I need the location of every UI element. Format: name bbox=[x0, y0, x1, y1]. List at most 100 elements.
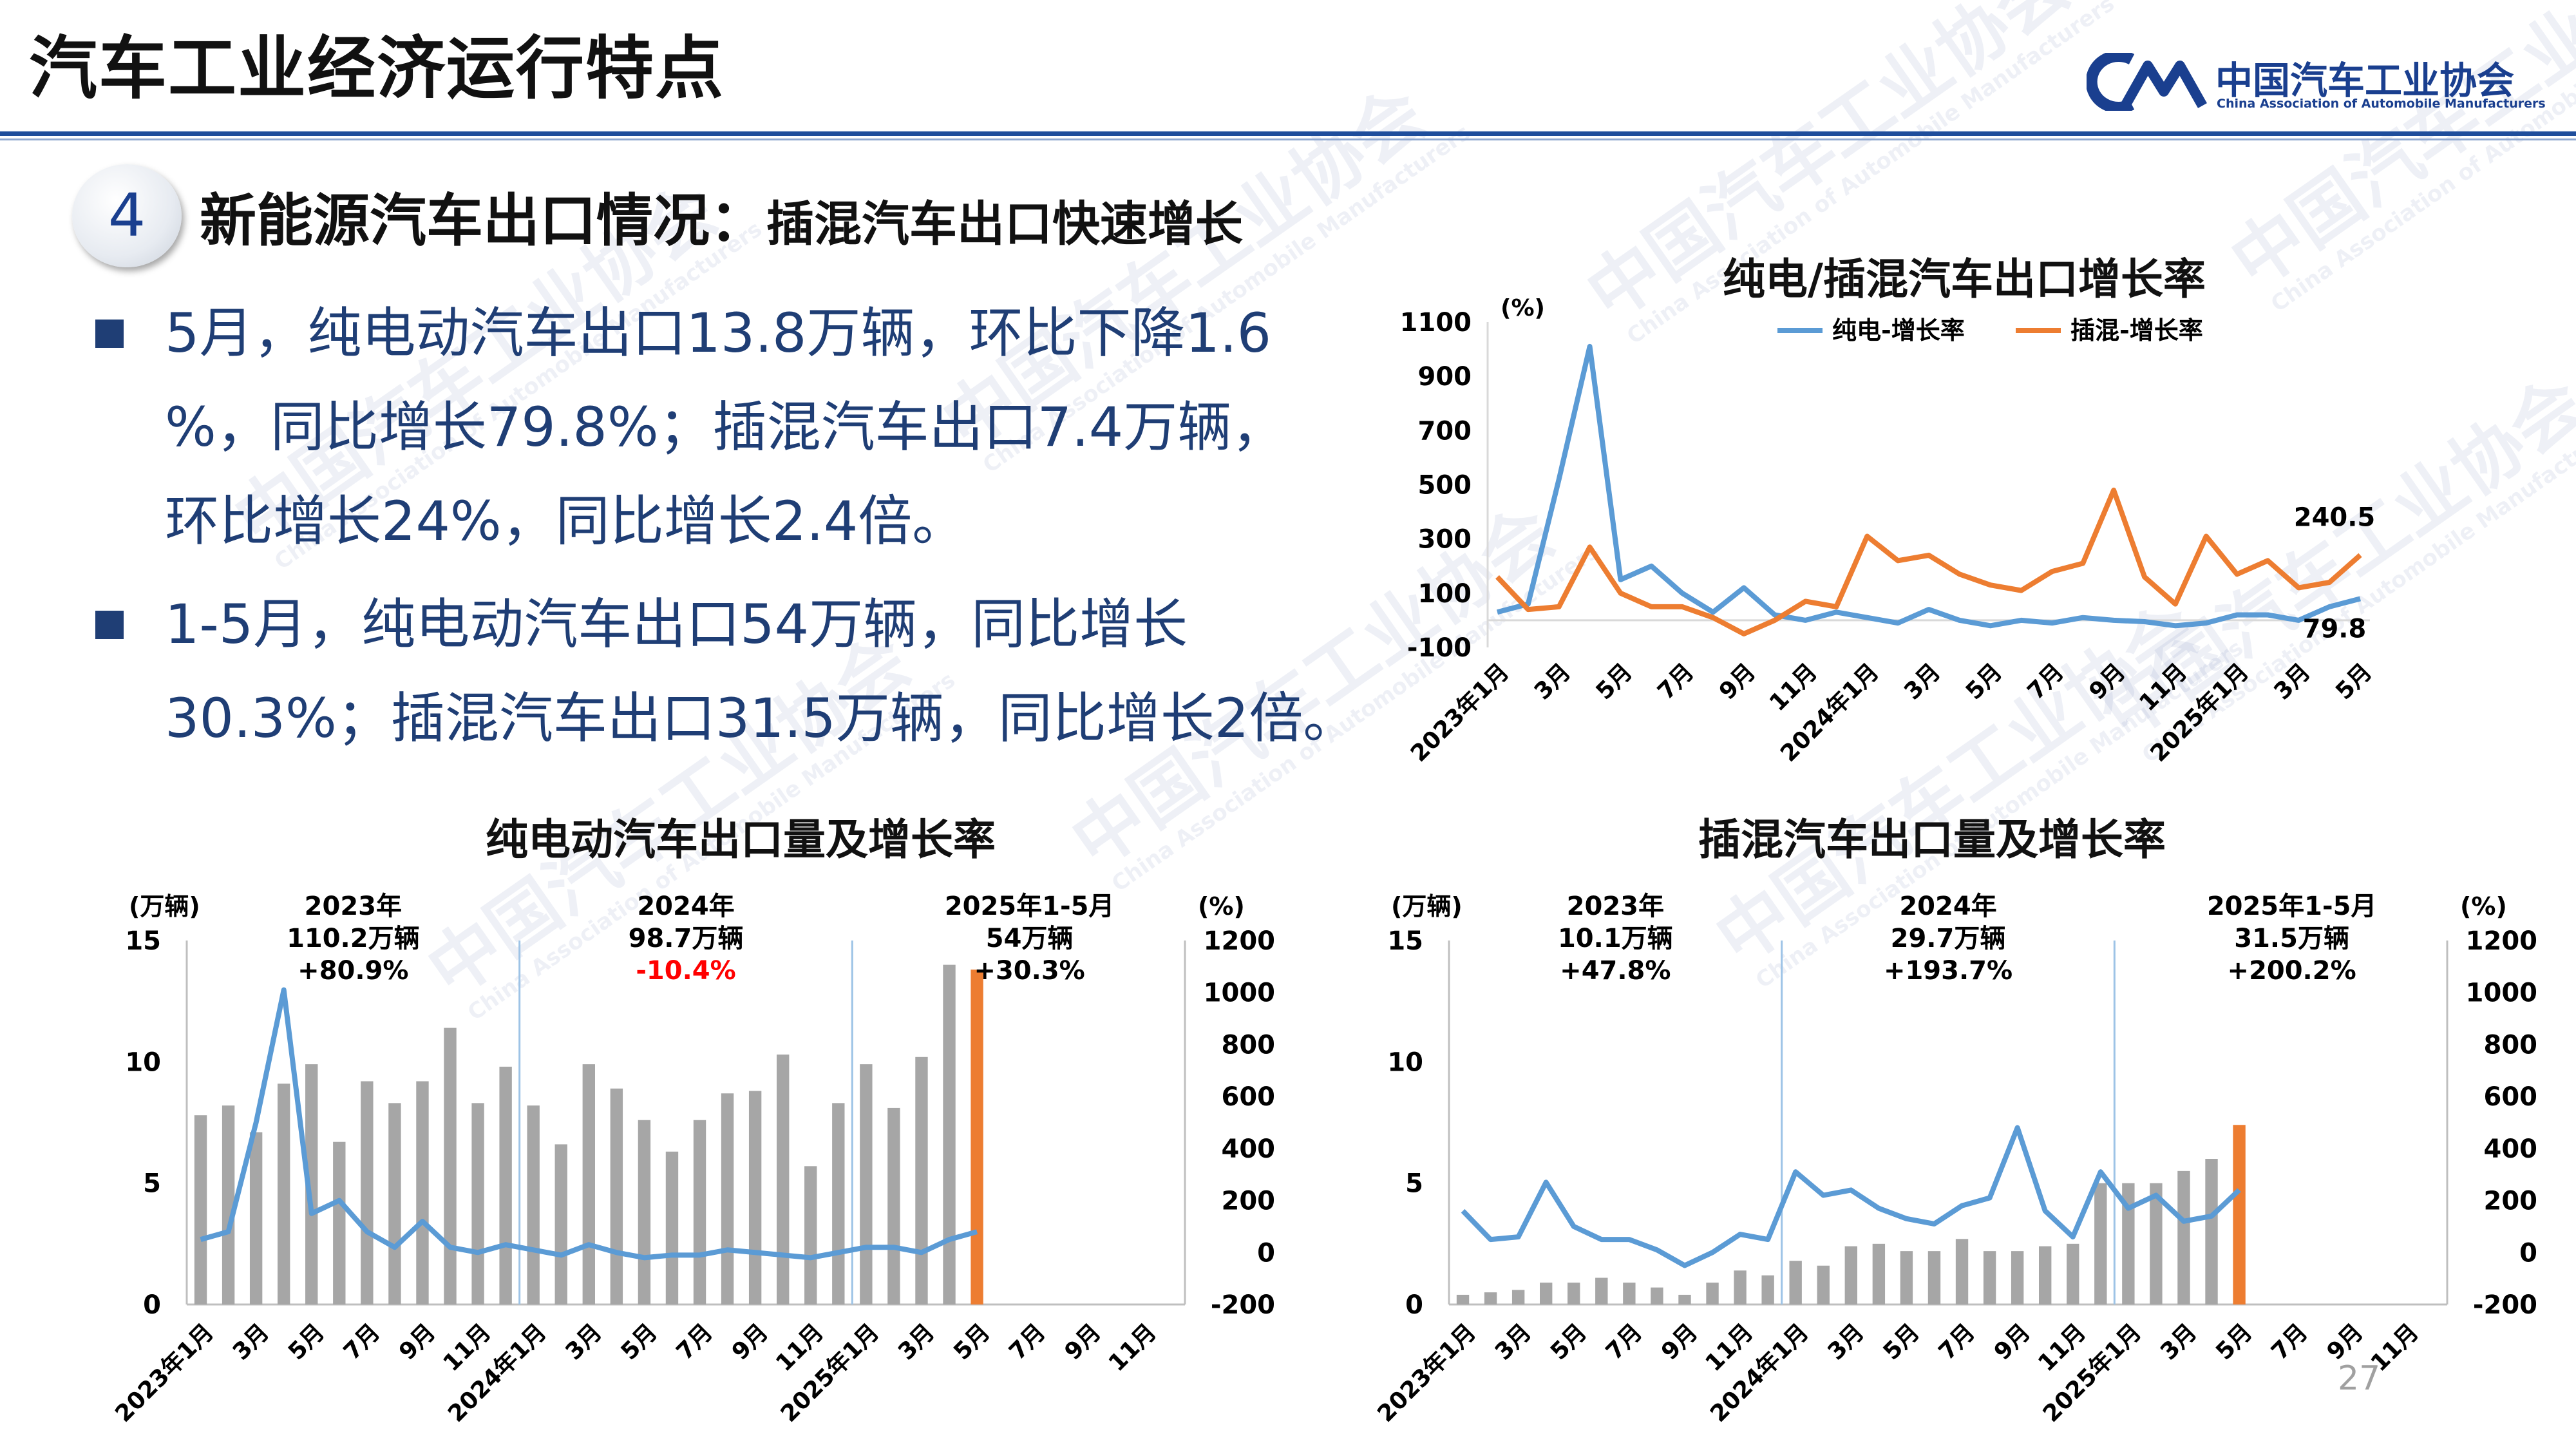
highlight-bar bbox=[971, 970, 983, 1304]
annotation-growth: +193.7% bbox=[1884, 956, 2012, 986]
phev-export-chart: 15 10 5 0 1200 1000 800 600 400 200 0 -200 (万辆) (%) 20… bbox=[1359, 883, 2557, 1452]
x-tick-label: 7月 bbox=[1653, 658, 1699, 705]
x-tick-label: 5月 bbox=[1961, 658, 2007, 705]
x-tick-label: 2023年1月 bbox=[110, 1319, 218, 1427]
logo-icon bbox=[2085, 50, 2209, 113]
bar bbox=[1511, 1290, 1525, 1304]
growth-line bbox=[200, 987, 978, 1261]
bar bbox=[804, 1166, 817, 1304]
y-tick-label: 0 bbox=[143, 1290, 161, 1320]
legend-label: 插混-增长率 bbox=[2070, 316, 2203, 345]
growth-rate-line-chart: 1100 900 700 500 300 100 -100 (%) 2023年1月 3月 5月 7月 9… bbox=[1340, 283, 2434, 801]
x-tick-label: 3月 bbox=[893, 1319, 940, 1365]
bar bbox=[943, 964, 956, 1304]
x-tick-label: 5月 bbox=[1591, 658, 1638, 705]
y2-tick-label: 600 bbox=[1222, 1082, 1276, 1112]
bar bbox=[1983, 1251, 1996, 1304]
x-tick-label: 9月 bbox=[2084, 658, 2130, 705]
x-tick-label: 9月 bbox=[1656, 1319, 1703, 1365]
legend-label: 纯电-增长率 bbox=[1832, 316, 1965, 345]
bullet-line: 5月，纯电动汽车出口13.8万辆，环比下降1.6 bbox=[165, 301, 1272, 365]
x-tick-label: 5月 bbox=[2331, 658, 2377, 705]
bar bbox=[1540, 1283, 1553, 1304]
section-title-main: 新能源汽车出口情况： bbox=[200, 187, 767, 254]
chart-title: 插混汽车出口量及增长率 bbox=[1698, 815, 2166, 865]
x-tick-label: 2023年1月 bbox=[1372, 1319, 1481, 1427]
x-tick-label: 7月 bbox=[2266, 1319, 2313, 1365]
bar bbox=[915, 1056, 928, 1304]
y-axis-unit: (万辆) bbox=[1391, 892, 1463, 921]
bar bbox=[1623, 1283, 1636, 1304]
annotation-total: 110.2万辆 bbox=[287, 924, 420, 953]
y2-axis-unit: (%) bbox=[1198, 892, 1245, 921]
y2-tick-label: -200 bbox=[1211, 1290, 1275, 1320]
x-tick-label: 9月 bbox=[727, 1319, 773, 1365]
x-tick-label: 7月 bbox=[1004, 1319, 1050, 1365]
bar bbox=[2067, 1243, 2079, 1304]
annotation-year: 2025年1-5月 bbox=[2207, 892, 2377, 921]
x-tick-label: 11月 bbox=[1765, 658, 1823, 716]
bullet-text: 5月，纯电动汽车出口13.8万辆，环比下降1.6 %，同比增长79.8%；插混汽… bbox=[165, 286, 1285, 568]
annotation-year: 2025年1-5月 bbox=[945, 892, 1115, 921]
x-tick-label: 5月 bbox=[283, 1319, 330, 1365]
chart-title: 纯电/插混汽车出口增长率 bbox=[1722, 254, 2206, 304]
bar bbox=[554, 1144, 567, 1304]
bar bbox=[1872, 1243, 1886, 1304]
section-title: 新能源汽车出口情况：插混汽车出口快速增长 bbox=[200, 175, 1243, 257]
bullet-text: 1-5月，纯电动汽车出口54万辆，同比增长 30.3%；插混汽车出口31.5万辆… bbox=[165, 577, 1357, 765]
y2-tick-label: 1200 bbox=[2466, 926, 2537, 956]
bar bbox=[499, 1066, 512, 1304]
bullet-line: 30.3%；插混汽车出口31.5万辆，同比增长2倍。 bbox=[165, 687, 1358, 750]
bar bbox=[1955, 1239, 1969, 1304]
x-tick-label: 3月 bbox=[1530, 658, 1576, 705]
x-tick-label: 11月 bbox=[2134, 658, 2192, 716]
y2-tick-label: 800 bbox=[1222, 1030, 1276, 1060]
annotation-growth: +80.9% bbox=[298, 956, 408, 986]
bar bbox=[777, 1055, 790, 1304]
bar bbox=[2011, 1251, 2024, 1304]
x-tick-label: 5月 bbox=[2211, 1319, 2257, 1365]
x-tick-label: 5月 bbox=[616, 1319, 663, 1365]
y-tick-label: 5 bbox=[1405, 1169, 1423, 1199]
y2-tick-label: -200 bbox=[2473, 1290, 2537, 1320]
bar bbox=[1900, 1251, 1913, 1304]
annotation-year: 2023年 bbox=[1567, 892, 1664, 921]
bar bbox=[388, 1103, 401, 1304]
bar bbox=[471, 1103, 484, 1304]
bar bbox=[887, 1107, 900, 1304]
y-tick-label: 15 bbox=[125, 926, 161, 956]
bullet-line: %，同比增长79.8%；插混汽车出口7.4万辆， bbox=[165, 396, 1286, 459]
y-tick-label: -100 bbox=[1407, 633, 1472, 663]
x-tick-label: 7月 bbox=[2023, 658, 2069, 705]
y-tick-label: 700 bbox=[1418, 416, 1472, 446]
y2-tick-label: 200 bbox=[1222, 1187, 1276, 1216]
y-tick-label: 300 bbox=[1418, 525, 1472, 555]
bar bbox=[1789, 1261, 1802, 1304]
y-axis-unit: (%) bbox=[1501, 295, 1545, 321]
y-tick-label: 10 bbox=[1387, 1047, 1423, 1077]
bar bbox=[2205, 1159, 2218, 1304]
bar bbox=[416, 1081, 429, 1304]
x-tick-label: 5月 bbox=[1546, 1319, 1592, 1365]
bar bbox=[1595, 1277, 1608, 1304]
bar bbox=[2039, 1246, 2052, 1304]
bar bbox=[222, 1105, 235, 1304]
section-subtitle: 插混汽车出口快速增长 bbox=[766, 196, 1244, 252]
bar bbox=[748, 1091, 762, 1304]
x-tick-label: 3月 bbox=[1823, 1319, 1870, 1365]
x-tick-label: 7月 bbox=[339, 1319, 385, 1365]
y-tick-label: 10 bbox=[125, 1047, 161, 1077]
y-tick-label: 100 bbox=[1418, 579, 1472, 609]
highlight-bar bbox=[2233, 1125, 2246, 1304]
bullet-line: 环比增长24%，同比增长2.4倍。 bbox=[165, 490, 967, 553]
bar bbox=[1734, 1270, 1747, 1304]
bev-export-chart: 15 10 5 0 1200 1000 800 600 400 200 0 -200 (万辆) (%) 20… bbox=[97, 883, 1294, 1452]
y-tick-label: 5 bbox=[143, 1169, 161, 1199]
x-tick-label: 9月 bbox=[1060, 1319, 1106, 1365]
bar bbox=[194, 1115, 207, 1304]
bar bbox=[1844, 1246, 1857, 1304]
bar bbox=[721, 1093, 734, 1304]
x-tick-label: 5月 bbox=[1879, 1319, 1925, 1365]
annotation-year: 2024年 bbox=[637, 892, 734, 921]
